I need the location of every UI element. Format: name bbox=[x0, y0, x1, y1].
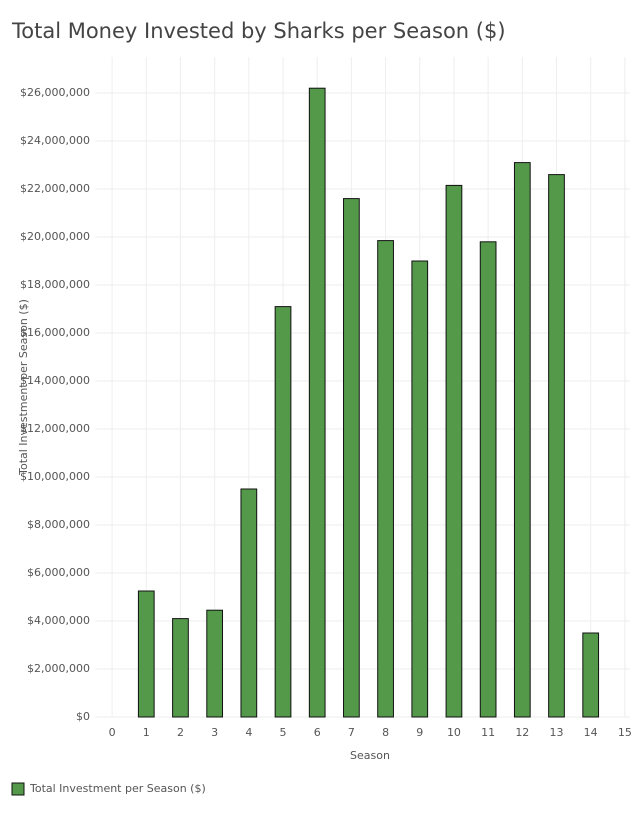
y-tick-label: $0 bbox=[76, 710, 90, 723]
bar bbox=[343, 198, 360, 718]
bar bbox=[548, 174, 565, 718]
x-tick-label: 6 bbox=[314, 726, 321, 739]
x-tick-label: 5 bbox=[280, 726, 287, 739]
bar bbox=[445, 184, 463, 718]
y-axis-label: Total Investment per Season ($) bbox=[17, 299, 30, 476]
x-tick-label: 14 bbox=[584, 726, 598, 739]
x-tick-label: 4 bbox=[245, 726, 252, 739]
legend-swatch bbox=[11, 782, 25, 796]
x-tick-label: 12 bbox=[515, 726, 529, 739]
bar bbox=[206, 609, 224, 718]
bar bbox=[513, 162, 531, 718]
y-tick-label: $22,000,000 bbox=[20, 182, 90, 195]
bar bbox=[308, 87, 326, 718]
x-axis-label: Season bbox=[350, 749, 390, 762]
y-tick-label: $16,000,000 bbox=[20, 326, 90, 339]
x-tick-label: 0 bbox=[109, 726, 116, 739]
x-tick-label: 13 bbox=[550, 726, 564, 739]
x-tick-label: 8 bbox=[382, 726, 389, 739]
y-tick-label: $4,000,000 bbox=[27, 614, 90, 627]
y-tick-label: $18,000,000 bbox=[20, 278, 90, 291]
y-tick-label: $8,000,000 bbox=[27, 518, 90, 531]
chart-title: Total Money Invested by Sharks per Seaso… bbox=[11, 19, 506, 43]
x-tick-label: 2 bbox=[177, 726, 184, 739]
bar bbox=[274, 306, 292, 718]
x-tick-label: 10 bbox=[447, 726, 461, 739]
x-tick-label: 3 bbox=[211, 726, 218, 739]
x-tick-label: 7 bbox=[348, 726, 355, 739]
y-tick-label: $2,000,000 bbox=[27, 662, 90, 675]
y-tick-label: $10,000,000 bbox=[20, 470, 90, 483]
y-tick-label: $6,000,000 bbox=[27, 566, 90, 579]
bar bbox=[172, 618, 189, 718]
x-tick-label: 11 bbox=[481, 726, 495, 739]
y-tick-label: $24,000,000 bbox=[20, 134, 90, 147]
bar bbox=[411, 260, 429, 718]
x-tick-label: 1 bbox=[143, 726, 150, 739]
y-tick-label: $14,000,000 bbox=[20, 374, 90, 387]
bar bbox=[479, 241, 497, 718]
bar bbox=[377, 240, 394, 718]
x-tick-label: 9 bbox=[416, 726, 423, 739]
y-tick-label: $26,000,000 bbox=[20, 86, 90, 99]
legend-label: Total Investment per Season ($) bbox=[29, 782, 206, 795]
bar bbox=[582, 632, 600, 718]
bar bbox=[137, 590, 155, 718]
bar bbox=[240, 488, 258, 718]
y-tick-label: $20,000,000 bbox=[20, 230, 90, 243]
x-tick-label: 15 bbox=[618, 726, 632, 739]
y-tick-label: $12,000,000 bbox=[20, 422, 90, 435]
